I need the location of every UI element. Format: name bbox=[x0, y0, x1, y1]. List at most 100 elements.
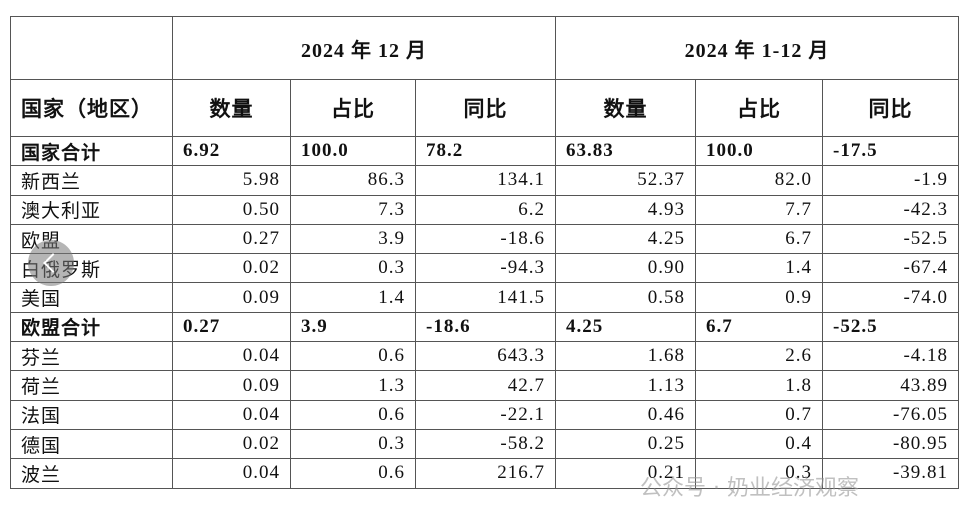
value-cell: 0.27 bbox=[172, 311, 291, 343]
header-row: 2024 年 12 月 2024 年 1-12 月 bbox=[10, 16, 960, 80]
value-cell: -74.0 bbox=[821, 282, 960, 313]
value-cell: 216.7 bbox=[415, 458, 556, 489]
data-row: 新西兰 5.98 86.3 134.1 52.37 82.0 -1.9 bbox=[10, 165, 960, 196]
corner-cell bbox=[10, 16, 173, 80]
data-row: 白俄罗斯0.020.3-94.30.901.4-67.4 bbox=[10, 253, 960, 284]
period-header: 2024 年 1-12 月 bbox=[554, 16, 960, 80]
value-cell: -76.05 bbox=[821, 399, 960, 430]
value-cell: 0.04 bbox=[172, 399, 291, 430]
data-row: 国家合计 6.92 100.0 78.2 63.83 100.0 -17.5 bbox=[10, 135, 960, 167]
value-cell: 0.3 bbox=[695, 458, 823, 489]
value-cell: -22.1 bbox=[415, 399, 556, 430]
value-cell: 4.93 bbox=[555, 194, 696, 225]
value-cell: 100.0 bbox=[695, 135, 823, 167]
value-cell: 0.09 bbox=[172, 282, 291, 313]
data-row: 波兰 0.04 0.6 216.7 0.21 0.3 -39.81 bbox=[10, 458, 960, 489]
value-cell: 0.04 bbox=[172, 341, 291, 372]
country-cell: 国家合计 bbox=[10, 135, 173, 167]
country-cell: 欧盟合计 bbox=[10, 311, 173, 343]
value-cell: 0.21 bbox=[555, 458, 696, 489]
value-cell: 7.7 bbox=[695, 194, 823, 225]
value-cell: 100.0 bbox=[290, 135, 416, 167]
watermark: 公众号 · 奶业经济观察 bbox=[640, 476, 859, 501]
value-cell: 78.2 bbox=[415, 135, 556, 167]
value-cell: 1.8 bbox=[695, 370, 823, 401]
value-cell: 0.6 bbox=[290, 341, 416, 372]
value-cell: 0.27 bbox=[172, 223, 291, 255]
country-cell: 新西兰 bbox=[10, 165, 173, 196]
value-cell: 0.7 bbox=[695, 399, 823, 430]
value-cell: 0.9 bbox=[695, 282, 823, 313]
value-cell: 1.68 bbox=[555, 341, 696, 372]
value-cell: -52.5 bbox=[821, 223, 960, 255]
data-row: 法国 0.04 0.6 -22.1 0.46 0.7 -76.05 bbox=[10, 399, 960, 430]
value-cell: 7.3 bbox=[290, 194, 416, 225]
column-header: 国家（地区） bbox=[10, 79, 173, 137]
value-cell: 3.9 bbox=[290, 311, 416, 343]
value-cell: 6.7 bbox=[695, 311, 823, 343]
data-row: 荷兰 0.09 1.3 42.7 1.13 1.8 43.89 bbox=[10, 370, 960, 401]
back-button[interactable] bbox=[28, 240, 74, 286]
value-cell: 0.3 bbox=[290, 253, 416, 284]
value-cell: -39.81 bbox=[821, 458, 960, 489]
value-cell: 6.7 bbox=[695, 223, 823, 255]
value-cell: 0.6 bbox=[290, 399, 416, 430]
value-cell: -17.5 bbox=[821, 135, 960, 167]
value-cell: -18.6 bbox=[415, 223, 556, 255]
data-row: 欧盟0.273.9-18.64.256.7-52.5 bbox=[10, 223, 960, 255]
column-header: 占比 bbox=[695, 79, 823, 137]
value-cell: 0.3 bbox=[290, 428, 416, 460]
country-cell: 波兰 bbox=[10, 458, 173, 489]
value-cell: -94.3 bbox=[415, 253, 556, 284]
column-header: 数量 bbox=[555, 79, 696, 137]
data-row: 芬兰 0.04 0.6 643.3 1.68 2.6 -4.18 bbox=[10, 341, 960, 372]
value-cell: 1.13 bbox=[555, 370, 696, 401]
column-header: 同比 bbox=[821, 79, 960, 137]
value-cell: 0.90 bbox=[555, 253, 696, 284]
value-cell: 3.9 bbox=[290, 223, 416, 255]
value-cell: -80.95 bbox=[821, 428, 960, 460]
value-cell: 42.7 bbox=[415, 370, 556, 401]
value-cell: 134.1 bbox=[415, 165, 556, 196]
value-cell: 0.02 bbox=[172, 428, 291, 460]
country-cell: 荷兰 bbox=[10, 370, 173, 401]
value-cell: 4.25 bbox=[555, 223, 696, 255]
value-cell: -52.5 bbox=[821, 311, 960, 343]
value-cell: 141.5 bbox=[415, 282, 556, 313]
value-cell: -42.3 bbox=[821, 194, 960, 225]
value-cell: -1.9 bbox=[821, 165, 960, 196]
value-cell: 0.25 bbox=[555, 428, 696, 460]
value-cell: 86.3 bbox=[290, 165, 416, 196]
value-cell: 643.3 bbox=[415, 341, 556, 372]
value-cell: 1.3 bbox=[290, 370, 416, 401]
data-row: 德国 0.02 0.3 -58.2 0.25 0.4 -80.95 bbox=[10, 428, 960, 460]
value-cell: 0.6 bbox=[290, 458, 416, 489]
value-cell: 1.4 bbox=[290, 282, 416, 313]
value-cell: 63.83 bbox=[555, 135, 696, 167]
value-cell: 4.25 bbox=[555, 311, 696, 343]
value-cell: 43.89 bbox=[821, 370, 960, 401]
country-cell: 德国 bbox=[10, 428, 173, 460]
value-cell: 6.92 bbox=[172, 135, 291, 167]
value-cell: 6.2 bbox=[415, 194, 556, 225]
value-cell: 82.0 bbox=[695, 165, 823, 196]
country-cell: 法国 bbox=[10, 399, 173, 430]
column-header: 同比 bbox=[415, 79, 556, 137]
value-cell: -58.2 bbox=[415, 428, 556, 460]
country-cell: 芬兰 bbox=[10, 341, 173, 372]
value-cell: 0.04 bbox=[172, 458, 291, 489]
country-cell: 美国 bbox=[10, 282, 173, 313]
value-cell: 1.4 bbox=[695, 253, 823, 284]
header-row: 国家（地区） 数量 占比 同比 数量 占比 同比 bbox=[10, 79, 960, 137]
column-header: 数量 bbox=[172, 79, 291, 137]
value-cell: 0.09 bbox=[172, 370, 291, 401]
value-cell: 0.58 bbox=[555, 282, 696, 313]
value-cell: 0.02 bbox=[172, 253, 291, 284]
data-row: 美国 0.09 1.4 141.5 0.58 0.9 -74.0 bbox=[10, 282, 960, 313]
period-header: 2024 年 12 月 bbox=[172, 16, 556, 80]
value-cell: 0.46 bbox=[555, 399, 696, 430]
data-row: 欧盟合计 0.27 3.9 -18.6 4.25 6.7 -52.5 bbox=[10, 311, 960, 343]
value-cell: 5.98 bbox=[172, 165, 291, 196]
data-row: 澳大利亚 0.50 7.3 6.2 4.93 7.7 -42.3 bbox=[10, 194, 960, 225]
